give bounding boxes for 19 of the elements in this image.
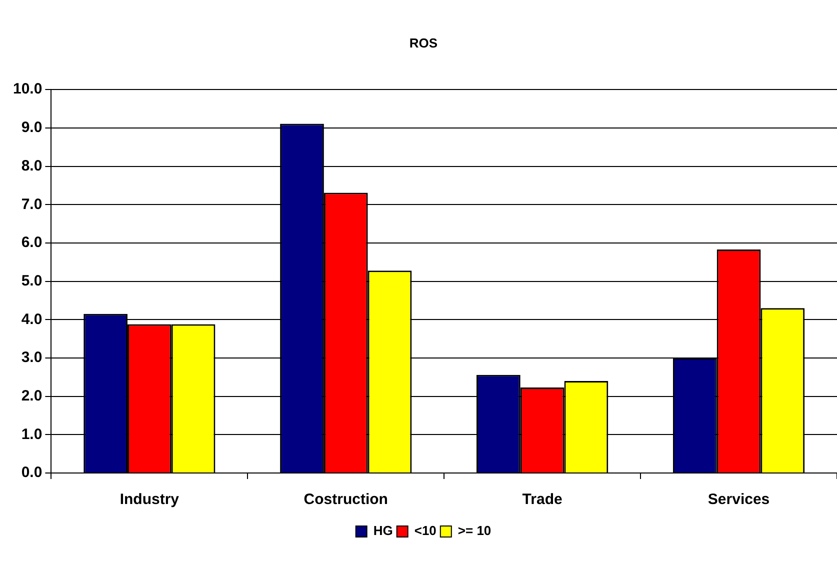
y-tick-label: 10.0: [12, 80, 42, 98]
x-tick-label: Trade: [522, 491, 562, 508]
y-tick-label: 8.0: [21, 157, 42, 174]
y-tick-label: 1.0: [21, 426, 42, 443]
y-tick-label: 3.0: [21, 349, 42, 366]
y-tick-label: 6.0: [21, 234, 42, 252]
legend-label: HG: [373, 523, 393, 538]
y-tick-label: 0.0: [21, 464, 42, 482]
y-tick-label: 4.0: [21, 310, 42, 328]
x-tick-label: Services: [708, 491, 770, 508]
y-tick-label: 9.0: [21, 119, 42, 136]
legend-label: <10: [414, 523, 436, 538]
y-tick-label: 2.0: [21, 387, 42, 404]
legend-label: >= 10: [458, 523, 492, 538]
chart-title: ROS: [409, 35, 438, 50]
y-tick-label: 7.0: [21, 196, 42, 213]
x-tick-label: Costruction: [304, 491, 388, 508]
y-tick-label: 5.0: [21, 272, 42, 290]
x-tick-label: Industry: [120, 491, 180, 508]
